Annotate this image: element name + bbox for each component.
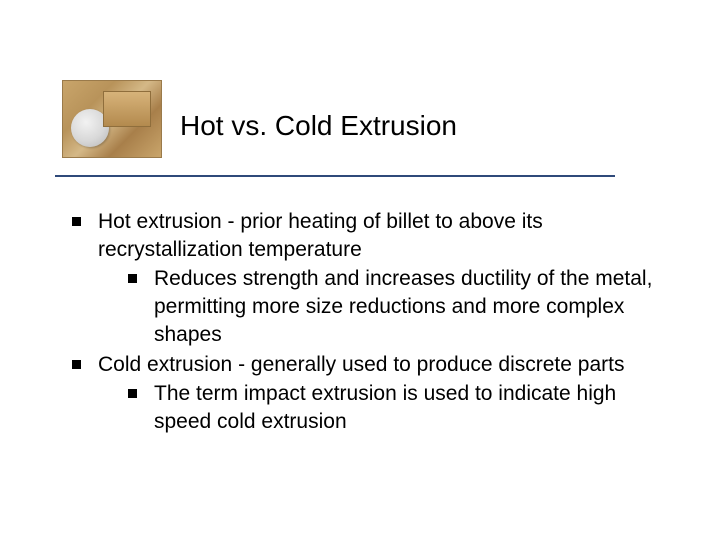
bullet-text: Cold extrusion - generally used to produ… [98,353,624,376]
divider-line [55,175,615,177]
header: Hot vs. Cold Extrusion [0,0,720,175]
bullet-list: Hot extrusion - prior heating of billet … [70,208,660,436]
content-area: Hot extrusion - prior heating of billet … [70,208,660,438]
sub-bullet-list: Reduces strength and increases ductility… [98,265,660,348]
slide-title: Hot vs. Cold Extrusion [180,110,457,142]
list-item: Reduces strength and increases ductility… [98,265,660,348]
bullet-text: Hot extrusion - prior heating of billet … [98,210,543,261]
list-item: Cold extrusion - generally used to produ… [70,351,660,436]
bullet-text: The term impact extrusion is used to ind… [154,382,616,433]
slide: Hot vs. Cold Extrusion Hot extrusion - p… [0,0,720,540]
bullet-text: Reduces strength and increases ductility… [154,267,652,345]
thumbnail-image [62,80,162,158]
sub-bullet-list: The term impact extrusion is used to ind… [98,380,660,435]
list-item: The term impact extrusion is used to ind… [98,380,660,435]
list-item: Hot extrusion - prior heating of billet … [70,208,660,349]
